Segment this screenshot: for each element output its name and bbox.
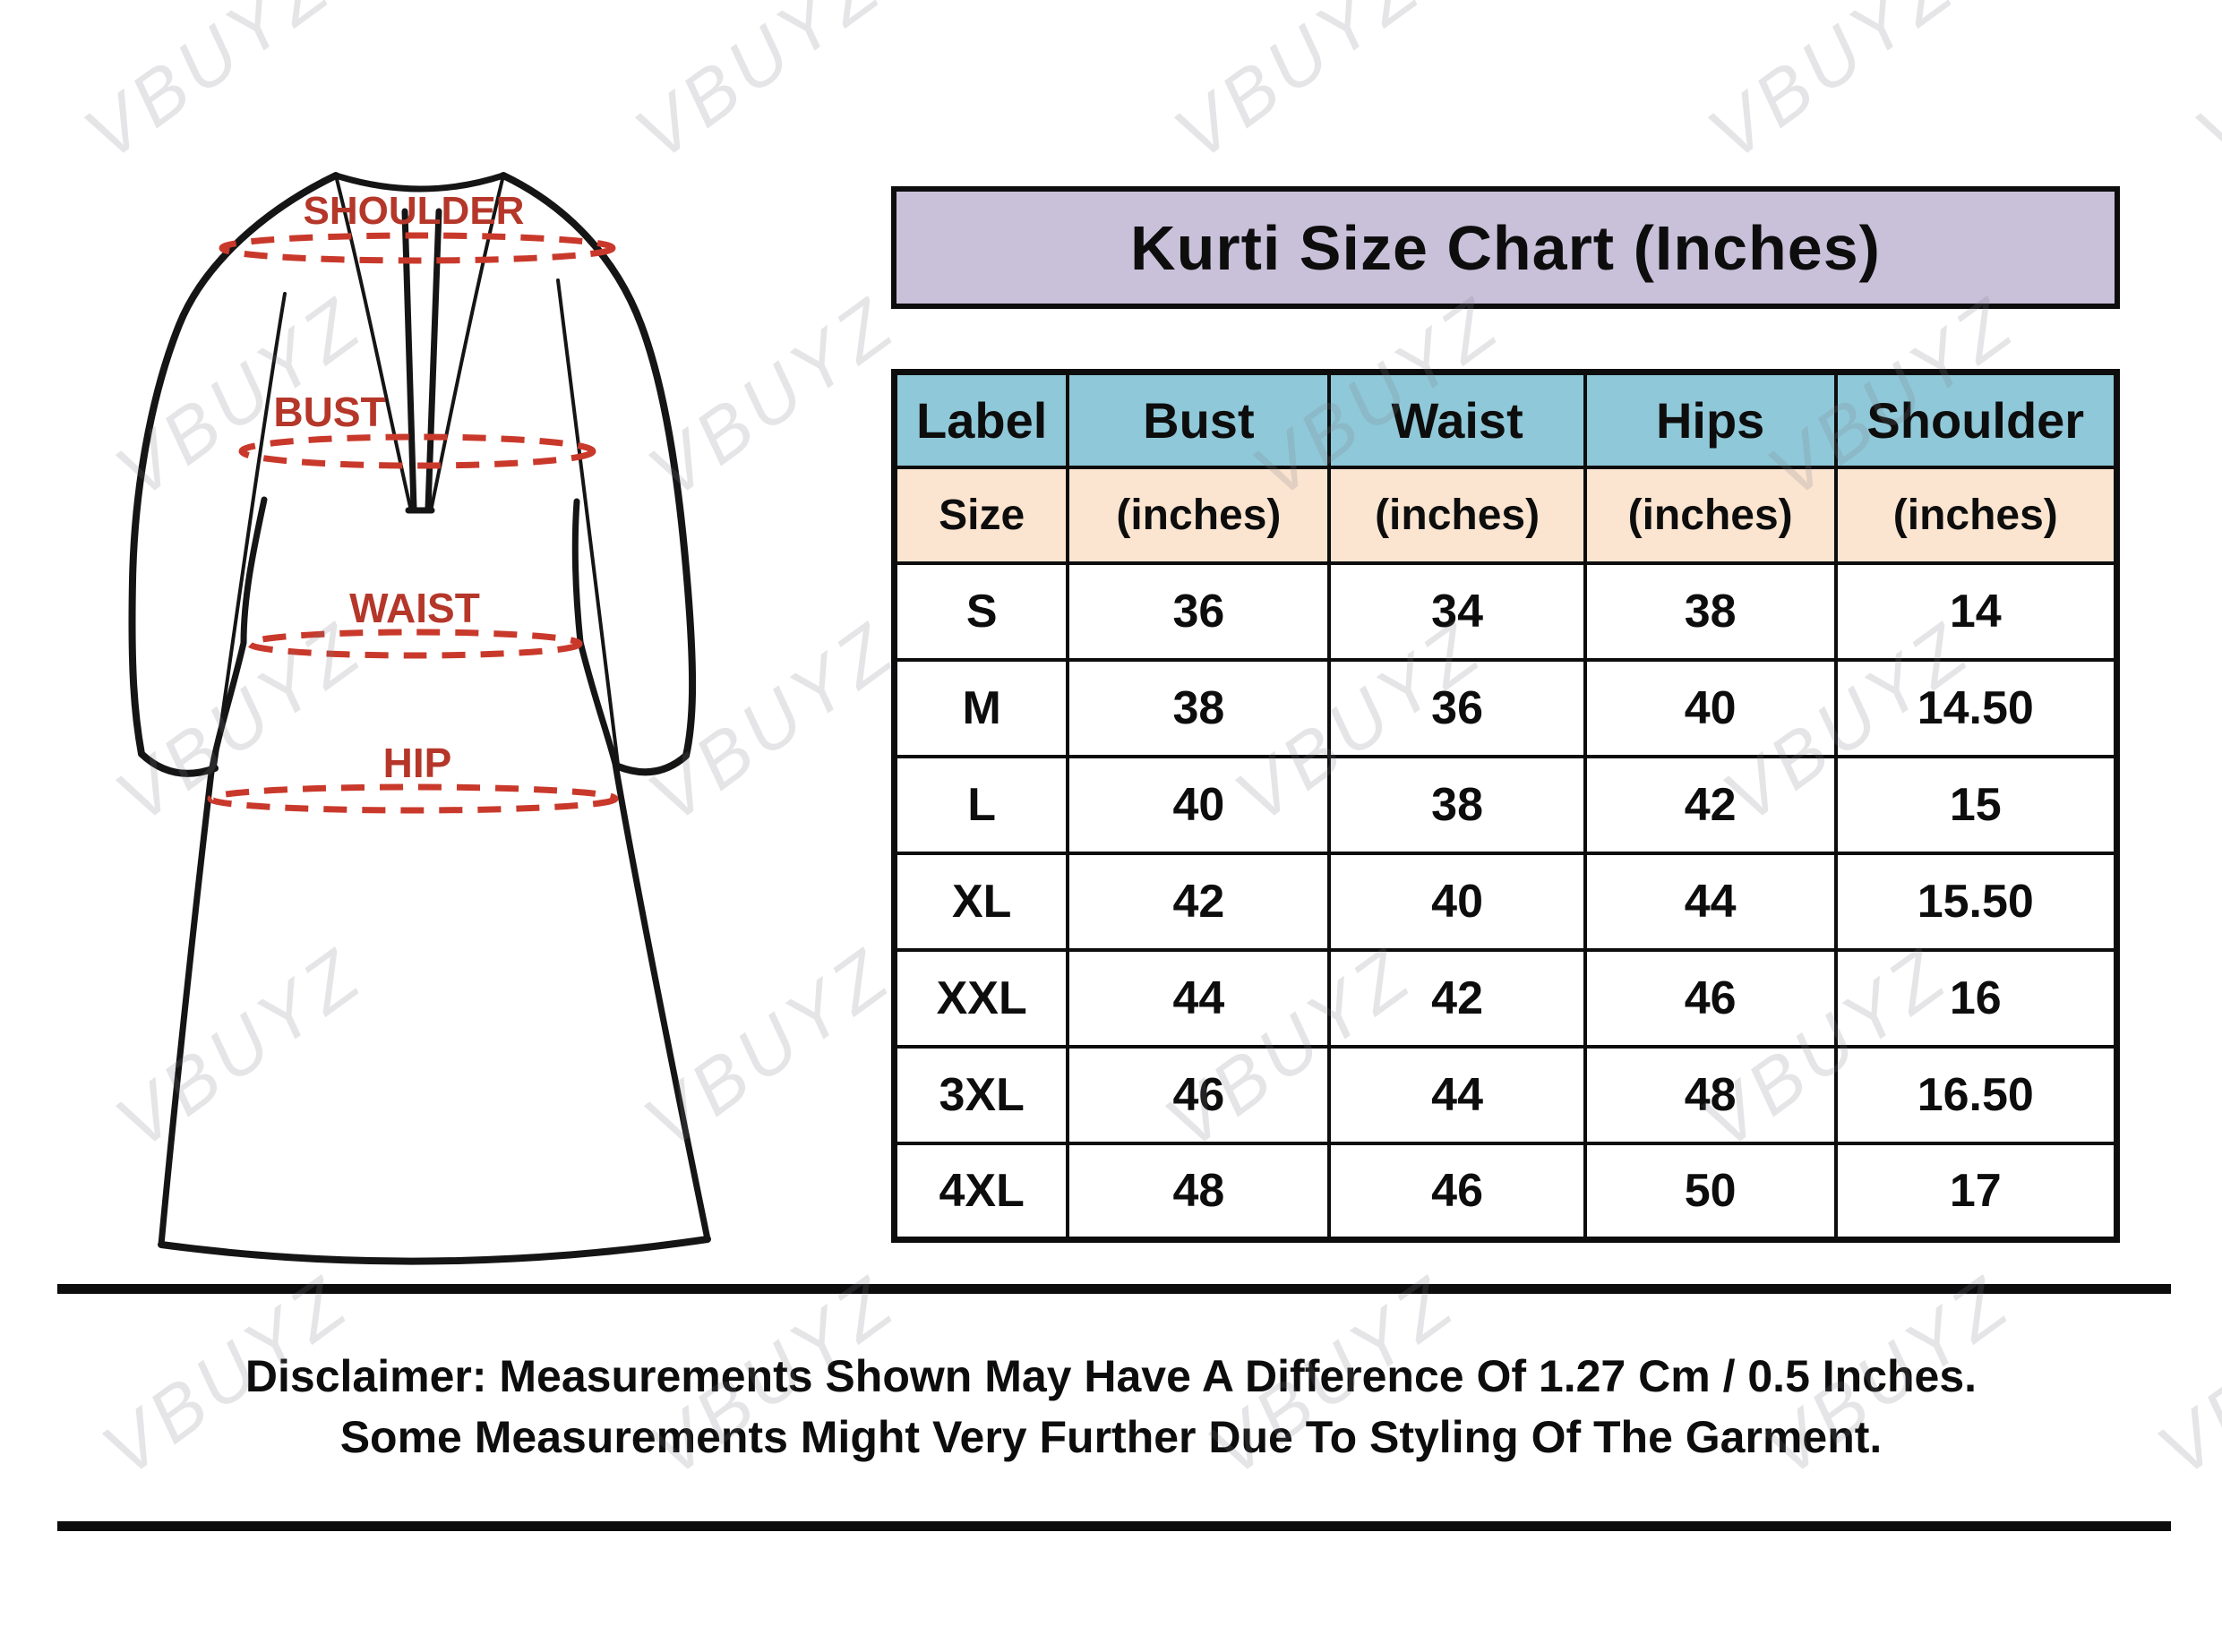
table-cell: L (892, 754, 1070, 855)
table-cell: 4XL (892, 1141, 1070, 1242)
table-cell: 44 (1327, 1044, 1587, 1145)
table-cell: M (892, 657, 1070, 758)
hip-label: HIP (383, 740, 452, 786)
table-cell: 17 (1833, 1141, 2119, 1242)
table-cell: 34 (1327, 561, 1587, 662)
table-row: M 38 36 40 14.50 (892, 657, 2119, 758)
column-header-cell: Label (892, 370, 1070, 469)
table-cell: 42 (1327, 947, 1587, 1049)
kurti-neck-slit-outer-left (334, 174, 412, 509)
table-cell: 16.50 (1833, 1044, 2119, 1145)
table-cell: 38 (1066, 657, 1332, 758)
page-title: Kurti Size Chart (Inches) (1130, 212, 1881, 283)
table-cell: 15.50 (1833, 851, 2119, 952)
waist-measure-line (246, 629, 583, 659)
kurti-right-body (571, 498, 711, 1243)
watermark-text: VBUYZ (1693, 0, 1971, 176)
hip-measure-line (207, 783, 619, 814)
disclaimer-line-1: Disclaimer: Measurements Shown May Have … (245, 1351, 1977, 1401)
bust-label: BUST (273, 389, 385, 435)
disclaimer-line-2: Some Measurements Might Very Further Due… (339, 1412, 1883, 1462)
table-row: XL 42 40 44 15.50 (892, 851, 2119, 952)
column-header-cell: Shoulder (1833, 370, 2119, 469)
table-cell: 46 (1066, 1044, 1332, 1145)
table-cell: 44 (1583, 851, 1838, 952)
table-cell: 16 (1833, 947, 2119, 1049)
kurti-neck-slit-outer-right (430, 174, 505, 509)
watermark-text: VBUYZ (1159, 0, 1437, 176)
watermark-text: VBUYZ (69, 0, 347, 176)
kurti-left-sleeve (128, 172, 339, 777)
table-cell: 3XL (892, 1044, 1070, 1145)
kurti-neckline (332, 172, 507, 193)
column-subheader-cell: (inches) (1066, 465, 1332, 565)
disclaimer: Disclaimer: Measurements Shown May Have … (0, 1346, 2222, 1468)
table-cell: 40 (1327, 851, 1587, 952)
table-cell: 36 (1066, 561, 1332, 662)
kurti-left-body (158, 496, 268, 1248)
size-table: Label Bust Waist Hips Shoulder Size (inches) (i… (891, 369, 2120, 1243)
table-cell: S (892, 561, 1070, 662)
table-row: S 36 34 38 14 (892, 561, 2119, 662)
column-header-cell: Waist (1327, 370, 1587, 469)
table-cell: 40 (1583, 657, 1838, 758)
table-row: Size (inches) (inches) (inches) (inches) (892, 465, 2119, 565)
column-header-cell: Hips (1583, 370, 1838, 469)
kurti-diagram: SHOULDER BUST WAIST HIP (128, 172, 711, 1265)
shoulder-label: SHOULDER (304, 189, 525, 233)
table-cell: 42 (1583, 754, 1838, 855)
table-row: 3XL 46 44 48 16.50 (892, 1044, 2119, 1145)
table-cell: 46 (1327, 1141, 1587, 1242)
kurti-hem (158, 1236, 711, 1265)
table-cell: 40 (1066, 754, 1332, 855)
table-cell: 46 (1583, 947, 1838, 1049)
kurti-right-sleeve-inner (556, 278, 620, 766)
table-cell: 50 (1583, 1141, 1838, 1242)
column-subheader-cell: Size (892, 465, 1070, 565)
waist-label: WAIST (349, 585, 480, 631)
bust-measure-line (238, 433, 596, 469)
kurti-left-sleeve-inner (213, 292, 287, 768)
watermark-text: VBUYZ (620, 0, 898, 176)
table-cell: 36 (1327, 657, 1587, 758)
top-divider-rule (57, 1284, 2171, 1294)
bottom-divider-rule (57, 1521, 2171, 1531)
table-row: Label Bust Waist Hips Shoulder (892, 370, 2119, 469)
table-cell: 14 (1833, 561, 2119, 662)
table-cell: XXL (892, 947, 1070, 1049)
table-row: XXL 44 42 46 16 (892, 947, 2119, 1049)
table-cell: XL (892, 851, 1070, 952)
column-subheader-cell: (inches) (1327, 465, 1587, 565)
column-subheader-cell: (inches) (1833, 465, 2119, 565)
table-cell: 42 (1066, 851, 1332, 952)
table-cell: 14.50 (1833, 657, 2119, 758)
shoulder-measure-line (219, 232, 616, 264)
table-cell: 48 (1066, 1141, 1332, 1242)
column-header-cell: Bust (1066, 370, 1332, 469)
table-cell: 38 (1327, 754, 1587, 855)
table-cell: 48 (1583, 1044, 1838, 1145)
kurti-right-sleeve (500, 172, 697, 776)
watermark-text: VBUYZ (2180, 0, 2222, 176)
chart-title-banner: Kurti Size Chart (Inches) (891, 186, 2120, 309)
table-row: 4XL 48 46 50 17 (892, 1141, 2119, 1242)
table-cell: 38 (1583, 561, 1838, 662)
table-row: L 40 38 42 15 (892, 754, 2119, 855)
table-cell: 15 (1833, 754, 2119, 855)
column-subheader-cell: (inches) (1583, 465, 1838, 565)
table-cell: 44 (1066, 947, 1332, 1049)
